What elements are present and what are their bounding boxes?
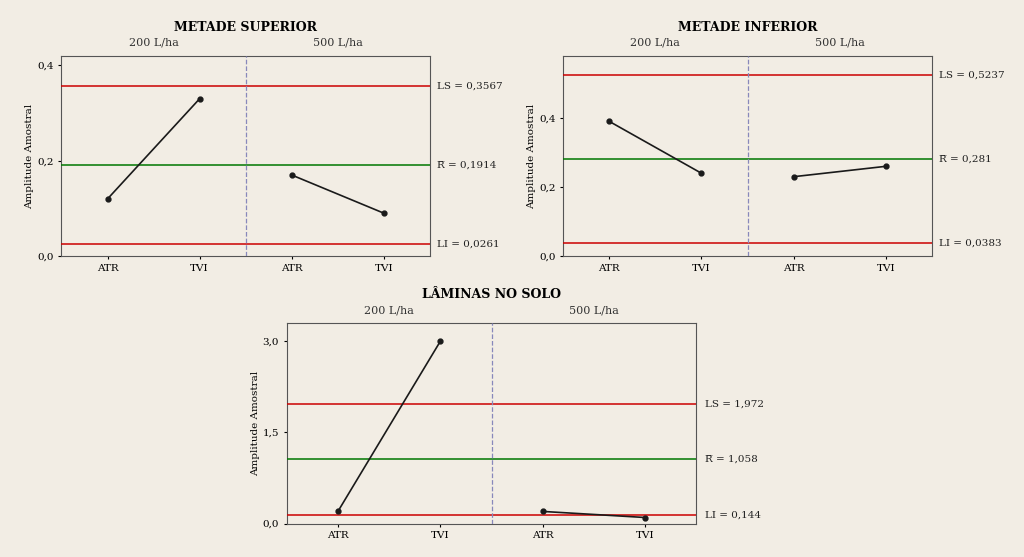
Text: R̅ = 1,058: R̅ = 1,058 [705, 455, 758, 464]
Text: 500 L/ha: 500 L/ha [815, 38, 864, 48]
Text: 200 L/ha: 200 L/ha [631, 38, 680, 48]
Text: LS = 1,972: LS = 1,972 [705, 399, 764, 408]
Y-axis label: Amplitude Amostral: Amplitude Amostral [527, 104, 537, 208]
Title: METADE INFERIOR: METADE INFERIOR [678, 21, 817, 34]
Text: LS = 0,3567: LS = 0,3567 [437, 81, 503, 90]
Y-axis label: Amplitude Amostral: Amplitude Amostral [26, 104, 35, 208]
Title: METADE SUPERIOR: METADE SUPERIOR [174, 21, 317, 34]
Text: R̅ = 0,281: R̅ = 0,281 [939, 155, 992, 164]
Text: 200 L/ha: 200 L/ha [365, 305, 414, 315]
Text: LS = 0,5237: LS = 0,5237 [939, 71, 1005, 80]
Text: LI = 0,144: LI = 0,144 [705, 510, 761, 519]
Text: 500 L/ha: 500 L/ha [313, 38, 362, 48]
Text: 500 L/ha: 500 L/ha [569, 305, 618, 315]
Text: 200 L/ha: 200 L/ha [129, 38, 178, 48]
Title: LÂMINAS NO SOLO: LÂMINAS NO SOLO [422, 288, 561, 301]
Text: R̅ = 0,1914: R̅ = 0,1914 [437, 160, 497, 169]
Text: LI = 0,0383: LI = 0,0383 [939, 238, 1001, 247]
Y-axis label: Amplitude Amostral: Amplitude Amostral [251, 371, 260, 476]
Text: LI = 0,0261: LI = 0,0261 [437, 240, 500, 248]
